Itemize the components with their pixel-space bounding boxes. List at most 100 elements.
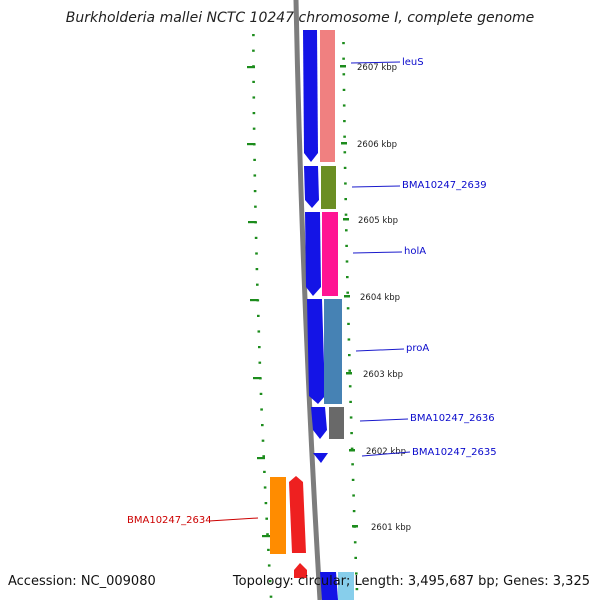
gene-label-BMA10247_2635[interactable]: BMA10247_2635	[412, 447, 497, 458]
minor-tick	[253, 158, 256, 161]
minor-tick	[259, 392, 263, 395]
gene-label-BMA10247_2639[interactable]: BMA10247_2639	[402, 180, 487, 191]
minor-tick	[344, 198, 347, 201]
scale-labels: 2607 kbp 2606 kbp 2605 kbp 2604 kbp 2603…	[340, 63, 411, 533]
gene-label-holA[interactable]: holA	[404, 246, 426, 257]
inner-major-tick	[247, 143, 255, 146]
scale-label: 2607 kbp	[357, 63, 397, 73]
cds-feature-leuS[interactable]	[303, 30, 318, 162]
minor-tick	[348, 385, 352, 388]
gene-label-BMA10247_2634[interactable]: BMA10247_2634	[127, 515, 212, 526]
gene-labels: leuS BMA10247_2639 holA proA BMA10247_26…	[127, 57, 497, 526]
minor-tick	[263, 470, 266, 473]
minor-tick	[352, 494, 355, 497]
minor-tick	[257, 314, 260, 317]
gene-BMA10247_2634[interactable]	[270, 477, 286, 554]
gene-bottom[interactable]	[338, 572, 354, 600]
leader-2634	[208, 517, 259, 522]
minor-tick	[260, 408, 263, 411]
scale-label: 2605 kbp	[358, 216, 398, 226]
minor-tick	[349, 416, 353, 419]
gene-BMA10247_2636[interactable]	[329, 407, 344, 439]
minor-tick	[264, 502, 268, 505]
label-leaders	[208, 61, 411, 522]
outer-scale	[342, 42, 359, 591]
minor-tick	[258, 361, 262, 364]
minor-tick	[252, 49, 255, 52]
minor-tick	[342, 88, 346, 91]
minor-tick	[252, 112, 256, 115]
minor-tick	[252, 127, 256, 130]
minor-tick	[355, 588, 359, 591]
minor-tick	[268, 580, 272, 583]
minor-tick	[253, 174, 257, 177]
minor-tick	[267, 564, 271, 567]
inner-major-tick	[257, 457, 265, 460]
minor-tick	[355, 572, 358, 575]
leader-holA	[352, 251, 403, 254]
genome-summary-text: Topology: circular; Length: 3,495,687 bp…	[232, 574, 590, 589]
inner-major-tick	[262, 535, 270, 538]
cds-feature-2635[interactable]	[313, 453, 328, 463]
minor-tick	[267, 548, 270, 551]
gene-leuS[interactable]	[320, 30, 335, 162]
cds-feature-2639[interactable]	[304, 166, 319, 208]
scale-label: 2603 kbp	[363, 370, 403, 380]
cds-feature-proA[interactable]	[307, 299, 325, 404]
reverse-cds-track	[270, 476, 307, 578]
leader-leuS	[350, 61, 401, 64]
minor-tick	[346, 291, 349, 294]
minor-tick	[347, 338, 351, 341]
cds-feature-2634[interactable]	[289, 476, 306, 553]
chromosome-backbone	[293, 0, 323, 600]
gene-BMA10247_2639[interactable]	[321, 166, 336, 209]
inner-major-tick	[250, 299, 258, 302]
cds-feature-bottom[interactable]	[320, 572, 338, 600]
gene-holA[interactable]	[322, 212, 338, 296]
minor-tick	[347, 322, 350, 325]
minor-tick	[343, 120, 346, 123]
minor-tick	[345, 229, 348, 232]
gene-proA[interactable]	[324, 299, 342, 404]
minor-tick	[343, 151, 347, 154]
minor-tick	[256, 283, 259, 286]
minor-tick	[262, 455, 265, 458]
minor-tick	[258, 346, 261, 349]
minor-tick	[266, 533, 269, 536]
inner-major-tick	[247, 66, 255, 69]
minor-tick	[349, 400, 352, 403]
cds-feature-holA[interactable]	[305, 212, 321, 296]
leader-proA	[355, 348, 405, 352]
major-tick	[344, 295, 350, 298]
minor-tick	[342, 57, 345, 60]
minor-tick	[252, 80, 255, 83]
minor-tick	[344, 213, 348, 216]
gene-label-leuS[interactable]: leuS	[402, 57, 424, 68]
major-tick	[352, 525, 358, 528]
gene-label-BMA10247_2636[interactable]: BMA10247_2636	[410, 413, 495, 424]
minor-tick	[257, 330, 261, 333]
minor-tick	[354, 556, 357, 559]
inner-major-tick	[248, 221, 256, 224]
gene-track	[320, 30, 354, 600]
minor-tick	[348, 354, 351, 357]
minor-tick	[255, 252, 258, 255]
inner-major-ticks	[247, 66, 270, 538]
map-title: Burkholderia mallei NCTC 10247 chromosom…	[65, 10, 535, 26]
minor-tick	[263, 486, 267, 489]
minor-tick	[343, 166, 347, 169]
leader-2639	[351, 185, 401, 188]
minor-tick	[352, 510, 356, 513]
minor-tick	[348, 369, 351, 372]
scale-label: 2606 kbp	[357, 140, 397, 150]
minor-tick	[351, 478, 355, 481]
gene-label-proA[interactable]: proA	[406, 343, 429, 354]
cds-feature-bottom-reverse[interactable]	[294, 563, 307, 578]
minor-tick	[261, 439, 265, 442]
cds-feature-2636[interactable]	[311, 407, 327, 439]
major-tick	[346, 372, 352, 375]
minor-tick	[342, 73, 346, 76]
minor-tick	[353, 541, 357, 544]
minor-tick	[350, 447, 354, 450]
